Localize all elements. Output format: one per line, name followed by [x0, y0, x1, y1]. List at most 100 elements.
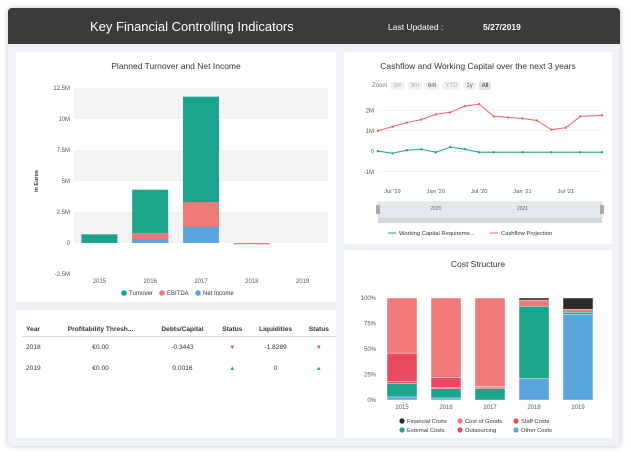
working-capital-point [376, 150, 380, 153]
zoom-1m-button[interactable]: 1m [390, 82, 405, 90]
table-header-row: Year Profitability Thresh... Debts/Capit… [22, 322, 336, 337]
cost-bar-segment [430, 297, 462, 378]
cost-bar-segment [518, 299, 550, 307]
y-tick-label: 2.5M [57, 210, 70, 216]
navigator-scrollbar[interactable] [378, 218, 602, 223]
y-tick-label: 12.5M [53, 86, 70, 92]
working-capital-line [377, 146, 602, 154]
legend-item: Cashflow Projection [501, 231, 552, 237]
working-capital-point [492, 151, 495, 154]
cashflow-point [434, 113, 438, 116]
legend-marker [399, 427, 405, 433]
navigator-right-handle[interactable] [600, 205, 604, 214]
cost-bar-segment [474, 297, 506, 387]
zoom-3m-button[interactable]: 3m [407, 82, 423, 90]
cost-panel: Cost Structure 100% 75% 50% 25% 0% 2015 2016 20… [344, 250, 612, 438]
legend-marker [457, 418, 463, 424]
table-row[interactable]: 2019 €0.00 0.0016 ▲ 0 ▲ [22, 358, 336, 379]
cashflow-point [600, 114, 604, 117]
legend-item: Financial Costs [407, 419, 447, 425]
x-tick-label: 2017 [194, 279, 208, 285]
legend-marker [457, 427, 463, 433]
x-tick-label: 2016 [144, 279, 158, 285]
col-profitability[interactable]: Profitability Thresh... [51, 322, 150, 337]
x-tick-label: 2019 [296, 279, 310, 285]
col-year[interactable]: Year [22, 322, 52, 337]
cost-chart: 100% 75% 50% 25% 0% 2015 2016 2017 2018 2019 Finan… [361, 296, 594, 434]
y-tick-label: -1M [364, 170, 374, 176]
legend-item: Other Costs [521, 428, 552, 434]
y-tick-label: 7.5M [57, 148, 70, 154]
cost-bar-segment [562, 309, 594, 313]
navigator[interactable] [377, 201, 603, 219]
ratios-table: Year Profitability Thresh... Debts/Capit… [22, 322, 336, 379]
working-capital-point [463, 148, 466, 151]
y-tick-label: 25% [364, 373, 377, 379]
cost-bar-segment [518, 378, 550, 401]
cashflow-line [377, 103, 603, 132]
navigator-left-handle[interactable] [376, 205, 380, 214]
cost-bar-segment [386, 352, 418, 382]
net-income-bar [132, 239, 169, 243]
cost-bar-segment [518, 305, 550, 379]
table-row[interactable]: 2018 €0.00 -0.3443 ▼ -1.8289 ▼ [22, 337, 336, 359]
cashflow-point [391, 125, 394, 128]
zoom-1y-button[interactable]: 1y [463, 82, 476, 90]
cashflow-point [376, 129, 380, 132]
status-down-icon: ▼ [315, 344, 322, 351]
zoom-6m-button[interactable]: 6m [425, 82, 440, 90]
y-tick-label: 2M [366, 108, 374, 114]
last-updated-value: 5/27/2019 [483, 22, 521, 32]
cost-title: Cost Structure [450, 259, 506, 269]
cashflow-point [535, 119, 539, 122]
cashflow-title: Cashflow and Working Capital over the ne… [380, 61, 576, 71]
working-capital-point [420, 148, 423, 151]
cell-liquidities: 0 [273, 365, 278, 372]
legend-marker [159, 290, 165, 296]
cashflow-chart: 2M 1M 0 -1M Jul '19 Jan '20 Jul '20 Jan '21 Jul … [364, 102, 604, 237]
x-tick-label: Jan '21 [513, 189, 532, 195]
legend-marker [195, 290, 201, 296]
cost-bar-segment [386, 383, 418, 398]
y-tick-label: 100% [361, 296, 377, 302]
legend-item: Turnover [129, 291, 153, 297]
legend-item: Staff Costs [521, 419, 549, 425]
cashflow-point [492, 115, 495, 118]
header-bar: Key Financial Controlling Indicators Las… [8, 8, 620, 44]
cell-liquidities: -1.8289 [264, 344, 287, 351]
legend-marker [513, 427, 519, 433]
cost-bar-segment [562, 314, 594, 401]
col-status-2[interactable]: Status [301, 322, 336, 337]
cashflow-point [564, 126, 568, 129]
cost-bar-segment [430, 388, 462, 399]
cashflow-point [449, 111, 452, 114]
col-liquidities[interactable]: Liquidities [249, 322, 302, 337]
cashflow-point [420, 118, 423, 121]
col-debts-capital[interactable]: Debts/Capital [149, 322, 216, 337]
col-status[interactable]: Status [215, 322, 250, 337]
zoom-all-button[interactable]: All [478, 82, 492, 90]
working-capital-point [434, 151, 438, 154]
cashflow-point [477, 102, 481, 106]
cost-bar-segment [562, 297, 594, 310]
cost-bar-segment [386, 297, 418, 354]
y-tick-label: 0 [67, 241, 71, 247]
cell-year: 2019 [26, 365, 41, 372]
x-tick-label: 2017 [483, 405, 497, 411]
y-tick-label: 0 [371, 149, 375, 155]
cost-bar-segment [518, 297, 550, 301]
y-tick-label: 0% [367, 398, 376, 404]
x-tick-label: 2018 [245, 279, 259, 285]
status-up-icon: ▲ [229, 365, 236, 372]
y-tick-label: -2.5M [55, 272, 70, 278]
cost-bar-segment [562, 312, 594, 315]
zoom-ytd-button[interactable]: YTD [442, 82, 461, 90]
turnover-chart: 12.5M 10M 7.5M 5M 2.5M 0 -2.5M in Euros 2015 2016… [34, 86, 328, 297]
y-tick-label: 10M [58, 117, 70, 123]
dashboard: Key Financial Controlling Indicators Las… [8, 8, 620, 446]
y-tick-label: 50% [364, 347, 377, 353]
cashflow-point [579, 115, 582, 118]
turnover-title: Planned Turnover and Net Income [111, 61, 241, 71]
ebitda-bar [233, 243, 270, 245]
cashflow-point [405, 121, 409, 124]
